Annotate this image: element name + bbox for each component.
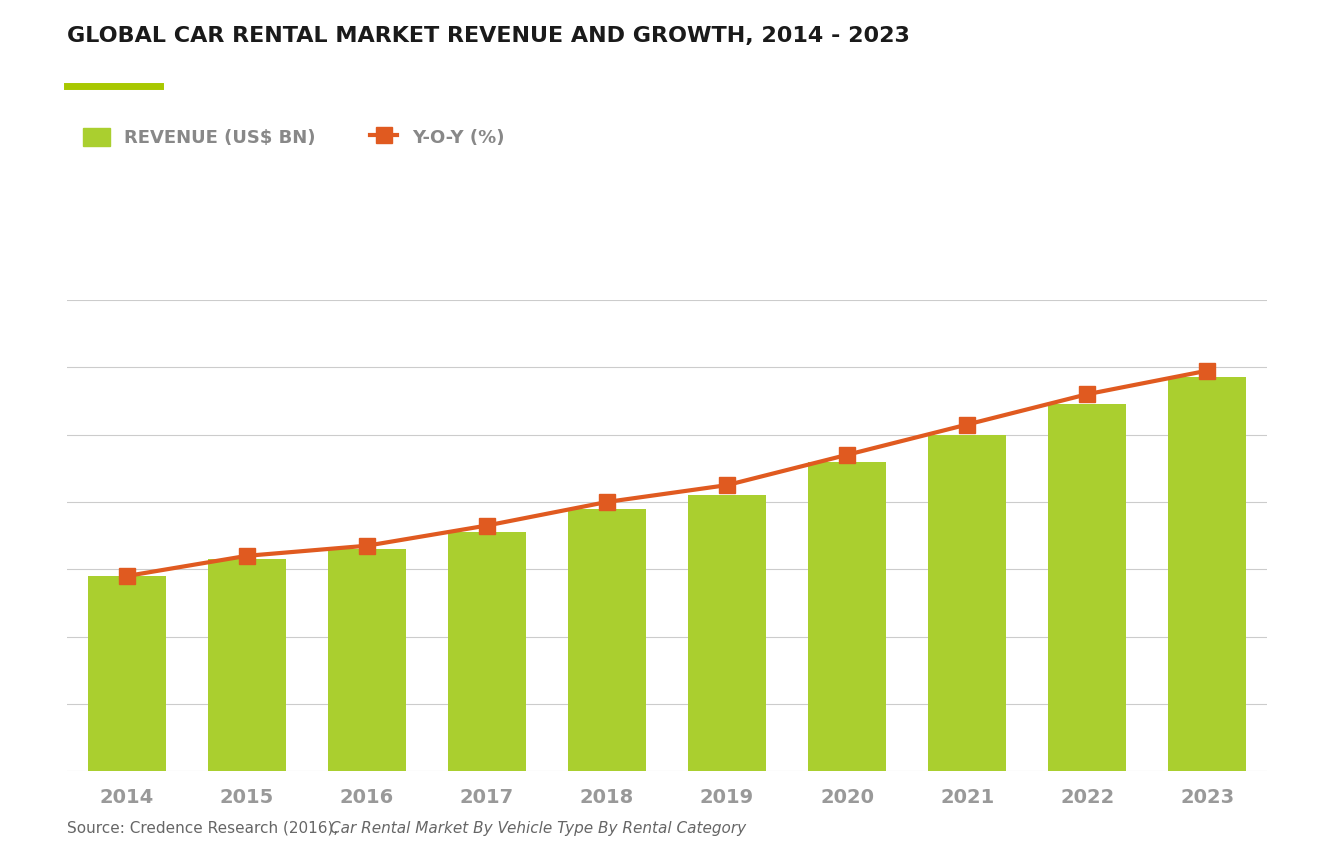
Bar	[1169, 377, 1246, 771]
Bar	[808, 462, 886, 771]
Bar	[448, 532, 526, 771]
Legend: REVENUE (US$ BN), Y-O-Y (%): REVENUE (US$ BN), Y-O-Y (%)	[76, 121, 511, 154]
Text: Source: Credence Research (2016),: Source: Credence Research (2016),	[67, 820, 343, 836]
Text: GLOBAL CAR RENTAL MARKET REVENUE AND GROWTH, 2014 - 2023: GLOBAL CAR RENTAL MARKET REVENUE AND GRO…	[67, 26, 910, 45]
Bar	[688, 495, 766, 771]
Bar	[1049, 405, 1126, 771]
Bar	[928, 434, 1006, 771]
Bar	[568, 509, 646, 771]
Bar	[88, 576, 165, 771]
Bar	[328, 549, 406, 771]
Text: Car Rental Market By Vehicle Type By Rental Category: Car Rental Market By Vehicle Type By Ren…	[329, 820, 746, 836]
Bar	[208, 560, 285, 771]
